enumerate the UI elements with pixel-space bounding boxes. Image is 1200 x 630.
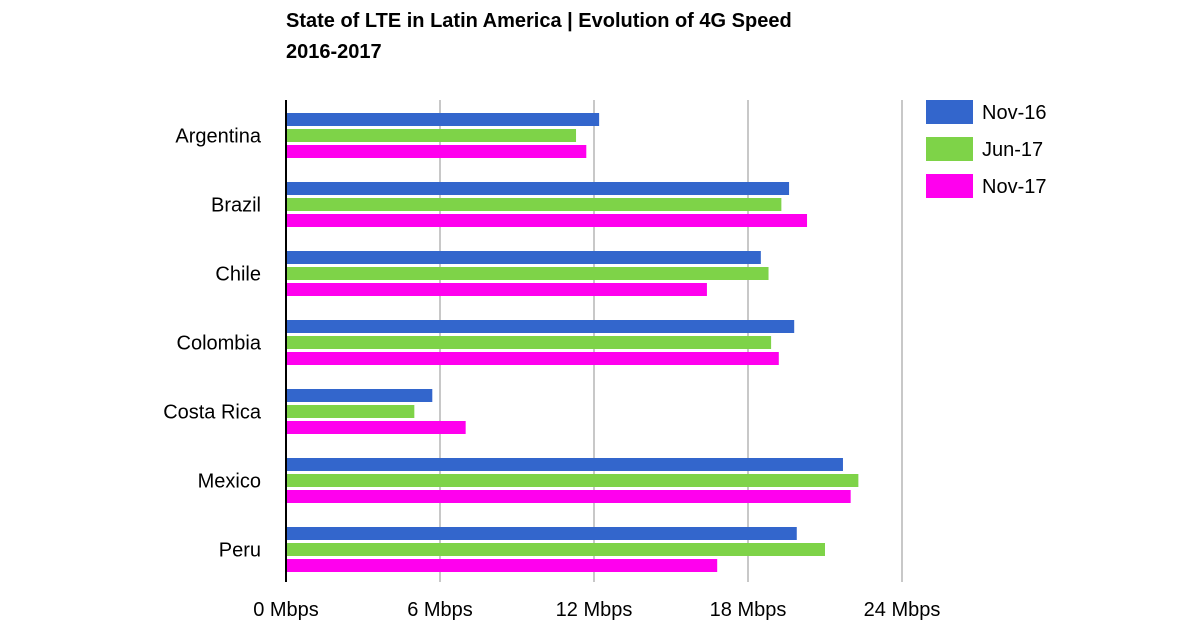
bars	[286, 113, 859, 572]
bar-nov-16-chile	[286, 251, 761, 264]
bar-nov-16-peru	[286, 527, 797, 540]
bar-jun-17-argentina	[286, 129, 577, 142]
bar-nov-16-colombia	[286, 320, 795, 333]
legend-label: Jun-17	[982, 139, 1043, 161]
category-label: Chile	[215, 264, 261, 286]
category-label: Colombia	[177, 333, 262, 355]
x-tick-label: 0 Mbps	[253, 599, 319, 621]
legend-label: Nov-16	[982, 102, 1046, 124]
bar-jun-17-costa-rica	[286, 405, 415, 418]
bar-nov-16-brazil	[286, 182, 790, 195]
x-tick-label: 12 Mbps	[556, 599, 633, 621]
bar-nov-16-mexico	[286, 458, 843, 471]
chart-title-line-2: 2016-2017	[286, 41, 382, 63]
x-axis-tick-labels: 0 Mbps 6 Mbps 12 Mbps 18 Mbps 24 Mbps	[253, 599, 940, 621]
bar-nov-17-colombia	[286, 352, 779, 365]
bar-nov-17-chile	[286, 283, 707, 296]
bar-jun-17-chile	[286, 267, 769, 280]
chart-title: State of LTE in Latin America | Evolutio…	[286, 10, 792, 63]
bar-jun-17-peru	[286, 543, 825, 556]
x-tick-label: 18 Mbps	[710, 599, 787, 621]
bar-nov-17-costa-rica	[286, 421, 466, 434]
category-label: Costa Rica	[163, 402, 262, 424]
bar-nov-17-argentina	[286, 145, 587, 158]
legend-swatch	[926, 174, 973, 198]
bar-nov-17-mexico	[286, 490, 851, 503]
category-label: Brazil	[211, 195, 261, 217]
x-tick-label: 24 Mbps	[864, 599, 941, 621]
category-labels: Argentina Brazil Chile Colombia Costa Rica Me…	[163, 126, 262, 562]
legend: Nov-16 Jun-17 Nov-17	[926, 100, 1046, 198]
bar-nov-17-brazil	[286, 214, 808, 227]
bar-jun-17-colombia	[286, 336, 772, 349]
category-label: Mexico	[198, 471, 261, 493]
bar-nov-16-costa-rica	[286, 389, 433, 402]
x-tick-label: 6 Mbps	[407, 599, 473, 621]
bar-nov-17-peru	[286, 559, 718, 572]
legend-label: Nov-17	[982, 176, 1046, 198]
bar-nov-16-argentina	[286, 113, 600, 126]
legend-swatch	[926, 137, 973, 161]
bar-jun-17-brazil	[286, 198, 782, 211]
legend-swatch	[926, 100, 973, 124]
chart-title-line-1: State of LTE in Latin America | Evolutio…	[286, 10, 792, 32]
category-label: Argentina	[175, 126, 261, 148]
category-label: Peru	[219, 540, 261, 562]
bar-jun-17-mexico	[286, 474, 859, 487]
